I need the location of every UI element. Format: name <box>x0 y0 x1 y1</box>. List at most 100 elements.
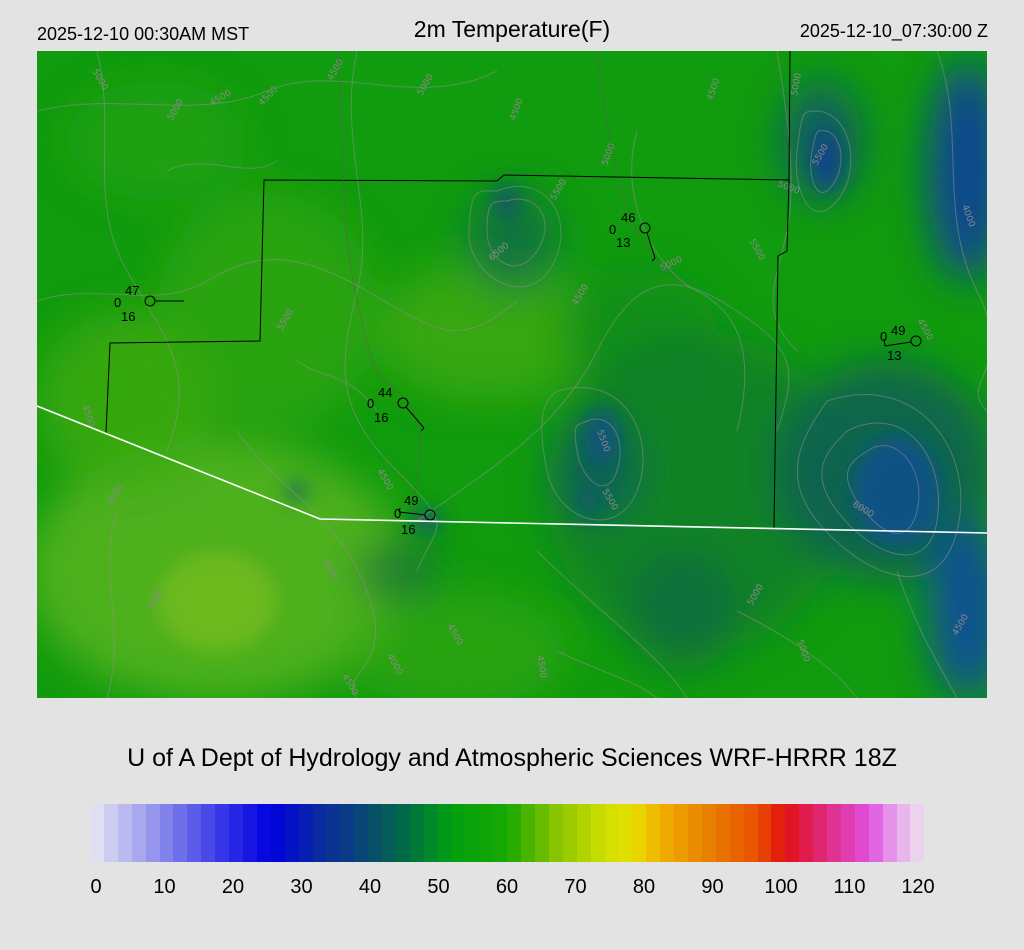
colorbar-swatch <box>270 804 285 862</box>
map-title: 2m Temperature(F) <box>413 16 611 42</box>
colorbar-swatch <box>562 804 577 862</box>
colorbar-swatch <box>117 804 132 862</box>
colorbar-swatch <box>674 804 688 862</box>
colorbar-swatch <box>395 804 410 862</box>
station-temp: 49 <box>404 493 418 508</box>
colorbar-tick-label: 30 <box>290 876 313 898</box>
colorbar-tick-label: 80 <box>632 876 656 898</box>
colorbar-swatch <box>590 804 605 862</box>
station-left: 0 <box>880 329 887 344</box>
colorbar-swatch <box>687 804 702 862</box>
station-plot: 44 0 16 <box>367 385 425 432</box>
station-plots: 47 0 16 46 0 13 49 0 13 <box>114 210 922 537</box>
colorbar-swatch <box>326 804 341 862</box>
colorbar-swatch <box>229 804 243 862</box>
station-bottom: 16 <box>121 309 135 324</box>
colorbar-tick-label: 110 <box>833 876 866 898</box>
colorbar-swatch <box>173 804 188 862</box>
colorbar-swatch <box>660 804 675 862</box>
colorbar-swatch <box>451 804 466 862</box>
colorbar-swatch <box>757 804 772 862</box>
svg-text:4500: 4500 <box>534 655 548 680</box>
colorbar-swatch <box>785 804 800 862</box>
colorbar-swatch <box>771 804 786 862</box>
station-bottom: 13 <box>616 235 630 250</box>
colorbar-swatch <box>535 804 549 862</box>
colorbar-tick-label: 20 <box>221 876 245 898</box>
colorbar-swatch <box>215 804 230 862</box>
colorbar-swatch <box>159 804 174 862</box>
colorbar-swatch <box>382 804 396 862</box>
colorbar-swatch <box>799 804 814 862</box>
colorbar-swatch <box>465 804 480 862</box>
colorbar-swatch <box>868 804 883 862</box>
colorbar-tick-label: 40 <box>358 876 382 898</box>
county-boundaries <box>105 51 791 529</box>
colorbar-swatch <box>910 804 925 862</box>
colorbar-swatch <box>131 804 146 862</box>
svg-text:5000: 5000 <box>790 72 804 97</box>
colorbar-swatch <box>354 804 369 862</box>
colorbar-tick-label: 0 <box>90 876 102 898</box>
colorbar-swatch <box>896 804 911 862</box>
temperature-map: 5000 4500 4500 4500 5000 4500 5000 5500 … <box>37 51 987 698</box>
colorbar-tick-label: 90 <box>701 876 724 898</box>
colorbar-tick-label: 60 <box>495 876 519 898</box>
colorbar-swatch <box>437 804 452 862</box>
colorbar-swatch <box>854 804 869 862</box>
elevation-contours <box>37 51 987 698</box>
model-credit: U of A Dept of Hydrology and Atmospheric… <box>127 744 897 772</box>
colorbar-swatch <box>256 804 271 862</box>
colorbar-tick-label: 120 <box>901 876 935 898</box>
station-left: 0 <box>367 396 374 411</box>
colorbar-swatch <box>479 804 494 862</box>
station-temp: 44 <box>378 385 392 400</box>
station-plot: 49 0 16 <box>394 493 436 537</box>
colorbar-swatch <box>298 804 313 862</box>
colorbar-swatch <box>632 804 647 862</box>
colorbar-swatch <box>548 804 563 862</box>
colorbar-swatch <box>423 804 438 862</box>
colorbar-swatch <box>521 804 535 862</box>
colorbar-swatch <box>701 804 716 862</box>
colorbar-swatch <box>576 804 591 862</box>
state-boundary <box>37 405 987 534</box>
colorbar-swatch <box>743 804 758 862</box>
station-bottom: 16 <box>374 410 388 425</box>
colorbar-swatch <box>201 804 216 862</box>
colorbar-swatch <box>312 804 327 862</box>
colorbar-tick-label: 70 <box>564 876 587 898</box>
valid-time-utc: 2025-12-10_07:30:00 Z <box>799 21 988 41</box>
colorbar-swatch <box>715 804 730 862</box>
colorbar-swatch <box>827 804 841 862</box>
colorbar-swatch <box>618 804 633 862</box>
valid-time-local: 2025-12-10 00:30AM MST <box>37 24 250 44</box>
station-temp: 46 <box>621 210 635 225</box>
colorbar-swatch <box>493 804 508 862</box>
station-plot: 47 0 16 <box>114 283 184 324</box>
colorbar-swatch <box>103 804 118 862</box>
station-temp: 47 <box>125 283 139 298</box>
colorbar-swatch <box>813 804 828 862</box>
colorbar-swatch <box>604 804 619 862</box>
colorbar-swatch <box>840 804 855 862</box>
colorbar-swatch <box>145 804 160 862</box>
colorbar-ticks: 0 10 20 30 40 50 60 70 80 90 100 110 120 <box>0 876 1024 904</box>
colorbar-swatch <box>340 804 355 862</box>
station-left: 0 <box>114 295 121 310</box>
colorbar-tick-label: 10 <box>153 876 176 898</box>
colorbar-swatch <box>729 804 744 862</box>
colorbar-swatch <box>882 804 897 862</box>
colorbar-tick-label: 100 <box>764 876 798 898</box>
station-plot: 46 0 13 <box>609 210 656 262</box>
colorbar-swatch <box>187 804 202 862</box>
station-bottom: 16 <box>401 522 415 537</box>
colorbar-swatch <box>507 804 522 862</box>
colorbar-swatch <box>646 804 661 862</box>
temperature-shading <box>37 61 987 698</box>
station-bottom: 13 <box>887 348 901 363</box>
station-left: 0 <box>609 222 616 237</box>
colorbar-swatch <box>284 804 299 862</box>
colorbar-tick-label: 50 <box>427 876 450 898</box>
colorbar-swatch <box>90 804 104 862</box>
